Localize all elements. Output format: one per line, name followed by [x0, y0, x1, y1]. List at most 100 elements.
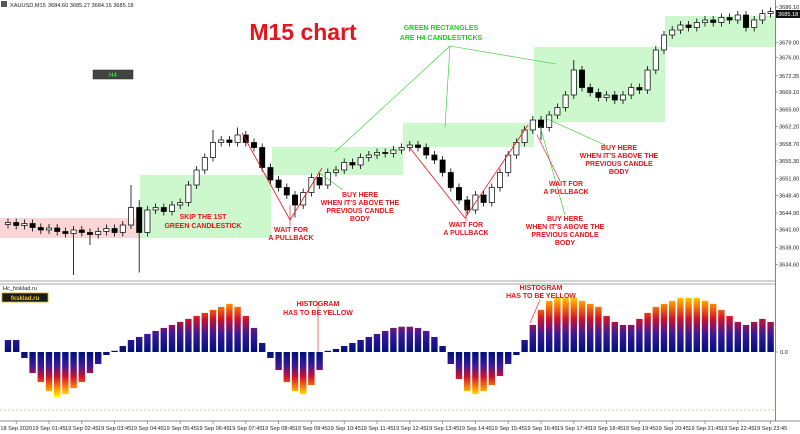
- candle-body: [743, 14, 749, 28]
- candle-body: [251, 142, 257, 148]
- indicator-badge-label: fxsklad.ru: [11, 296, 40, 302]
- time-label: 19 Sep 04:45: [131, 426, 164, 432]
- time-label: 19 Sep 14:45: [459, 426, 492, 432]
- histogram-bar: [546, 300, 553, 352]
- candle-body: [767, 11, 774, 14]
- histogram-bar: [177, 321, 184, 352]
- candle-body: [275, 179, 282, 188]
- candle-body: [570, 69, 577, 96]
- candle-body: [431, 154, 438, 161]
- candle-body: [693, 22, 700, 28]
- histogram-bar: [455, 352, 463, 380]
- histogram-bar: [193, 315, 200, 352]
- candle-body: [529, 119, 536, 131]
- time-label: 19 Sep 03:45: [98, 426, 131, 432]
- histogram-bar: [209, 309, 217, 352]
- candle-body: [595, 92, 602, 98]
- histogram-bar: [21, 352, 28, 359]
- histogram-bar: [324, 350, 331, 352]
- time-label: 19 Sep 15:45: [492, 426, 525, 432]
- candle-body: [554, 107, 561, 116]
- histogram-bar: [406, 326, 413, 352]
- candle-body: [456, 187, 462, 201]
- candle-body: [210, 142, 216, 158]
- time-label: 19 Sep 20:45: [656, 426, 689, 432]
- h4-bear-box: [0, 218, 140, 238]
- candle-body: [390, 149, 397, 154]
- candle-body: [759, 13, 766, 21]
- note: HISTOGRAM HAS TO BE YELLOW: [283, 301, 353, 317]
- candle-body: [538, 119, 544, 128]
- histogram-bar: [185, 318, 192, 352]
- price-label: 3665.60: [779, 108, 799, 114]
- candle-body: [78, 229, 85, 233]
- candle-body: [5, 222, 11, 225]
- note: HISTOGRAM HAS TO BE YELLOW: [506, 285, 576, 300]
- pullback-line: [409, 124, 529, 219]
- candle-body: [193, 169, 200, 186]
- histogram-bar: [390, 327, 397, 352]
- histogram-bar: [308, 352, 315, 386]
- histogram-bar: [29, 352, 36, 374]
- histogram-bar: [660, 303, 668, 352]
- axes: 3686.10 3679.00 3676.00 3672.35 3669.10 3665.…: [0, 5, 799, 432]
- histogram-bar: [693, 297, 700, 352]
- candle-body: [374, 152, 380, 156]
- candle-body: [152, 207, 159, 211]
- candle-body: [661, 34, 667, 51]
- candle-body: [718, 17, 725, 23]
- candle-body: [111, 228, 118, 233]
- candle-body: [95, 231, 102, 235]
- time-label: 19 Sep 12:45: [393, 426, 426, 432]
- candle-body: [636, 87, 643, 91]
- histogram-bar: [619, 324, 627, 352]
- candle-body: [685, 24, 692, 28]
- time-label: 19 Sep 10:45: [328, 426, 361, 432]
- candle-body: [46, 227, 52, 231]
- histogram-bar: [472, 352, 479, 395]
- candle-body: [144, 209, 151, 233]
- candle-body: [488, 187, 495, 203]
- candle-body: [316, 177, 323, 186]
- price-label: 3686.10: [779, 5, 799, 11]
- histogram-bar: [529, 324, 536, 352]
- histogram-bar: [373, 333, 381, 352]
- candle-body: [603, 94, 610, 98]
- candle-body: [54, 227, 61, 232]
- price-label: 3638.00: [779, 246, 799, 252]
- candle-body: [644, 69, 651, 91]
- histogram-bar: [283, 352, 290, 383]
- histogram-bar: [447, 352, 454, 365]
- histogram-bar: [677, 297, 684, 352]
- h4-box: [403, 123, 534, 147]
- time-label: 19 Sep 22:45: [721, 426, 754, 432]
- h4-button-label[interactable]: H4: [109, 73, 117, 79]
- h4-button[interactable]: [92, 69, 134, 80]
- time-label: 19 Sep 08:45: [262, 426, 295, 432]
- histogram-bar: [136, 336, 143, 352]
- histogram-bar: [595, 306, 602, 352]
- note: WAIT FOR A PULLBACK: [268, 227, 313, 242]
- candle-body: [521, 129, 528, 143]
- note: SKIP THE 1ST GREEN CANDLESTICK: [164, 214, 241, 230]
- candle-body: [751, 19, 758, 28]
- candle-body: [267, 167, 274, 181]
- candle-body: [341, 162, 348, 171]
- candle-body: [365, 154, 372, 158]
- candle-body: [119, 224, 126, 233]
- histogram-bar: [119, 345, 126, 352]
- histogram-bar: [13, 339, 20, 352]
- time-label: 19 Sep 23:45: [754, 426, 787, 432]
- note: GREEN RECTANGLES ARE H4 CANDLESTICKS: [400, 25, 483, 42]
- histogram-bar: [382, 330, 389, 352]
- histogram-bar: [603, 315, 610, 352]
- histogram-bar: [636, 318, 643, 352]
- candle-body: [13, 222, 20, 226]
- candle-body: [382, 152, 389, 154]
- histogram-bar: [300, 352, 307, 395]
- price-label: 3655.30: [779, 159, 799, 165]
- histogram-bar: [111, 350, 118, 352]
- price-label: 3641.60: [779, 228, 799, 234]
